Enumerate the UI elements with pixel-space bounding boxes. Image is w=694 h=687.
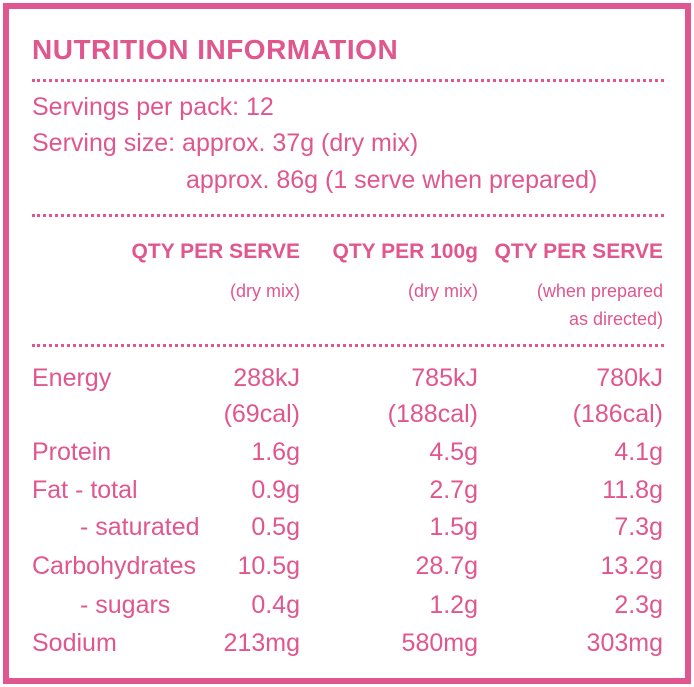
row-label: Energy <box>32 364 112 392</box>
row-value: 2.7g <box>429 476 478 504</box>
row-value: 11.8g <box>602 476 663 504</box>
row-value: 0.5g <box>251 513 300 541</box>
row-value: 780kJ <box>596 364 663 392</box>
row-value: 2.3g <box>614 591 663 619</box>
row-value: 1.2g <box>429 591 478 619</box>
row-value: 1.5g <box>429 513 478 541</box>
divider <box>32 344 664 347</box>
row-value: 1.6g <box>251 438 300 466</box>
servings-line: Servings per pack: 12 <box>32 93 274 121</box>
row-value: 28.7g <box>415 552 478 580</box>
column-note: as directed) <box>568 309 663 329</box>
row-value: 785kJ <box>411 364 478 392</box>
row-value: 10.5g <box>237 552 300 580</box>
row-value: 288kJ <box>233 364 300 392</box>
row-value: 580mg <box>401 629 478 657</box>
row-value: 7.3g <box>614 513 663 541</box>
servings-line: Serving size: approx. 37g (dry mix) <box>32 129 419 157</box>
row-subvalue: (69cal) <box>223 400 300 428</box>
row-value: 0.4g <box>251 591 300 619</box>
panel-border <box>3 3 691 684</box>
row-subvalue: (188cal) <box>387 400 478 428</box>
row-value: 303mg <box>586 629 663 657</box>
servings-line: approx. 86g (1 serve when prepared) <box>186 166 598 194</box>
row-label: Sodium <box>32 629 117 657</box>
row-subvalue: (186cal) <box>572 400 663 428</box>
column-note: (when prepared <box>536 281 663 301</box>
column-heading: QTY PER SERVE <box>494 240 663 263</box>
row-label: - saturated <box>80 513 200 541</box>
row-label: Carbohydrates <box>32 552 196 580</box>
divider <box>32 79 664 82</box>
column-note: (dry mix) <box>408 281 478 301</box>
row-value: 4.1g <box>614 438 663 466</box>
row-value: 213mg <box>223 629 300 657</box>
row-value: 13.2g <box>600 552 663 580</box>
row-value: 0.9g <box>251 476 300 504</box>
column-heading: QTY PER SERVE <box>131 240 300 263</box>
divider <box>32 214 664 217</box>
row-label: - sugars <box>80 591 171 619</box>
row-label: Fat - total <box>32 476 138 504</box>
column-heading: QTY PER 100g <box>332 240 478 263</box>
column-note: (dry mix) <box>230 281 300 301</box>
title: NUTRITION INFORMATION <box>32 34 399 65</box>
row-label: Protein <box>32 438 112 466</box>
row-value: 4.5g <box>429 438 478 466</box>
